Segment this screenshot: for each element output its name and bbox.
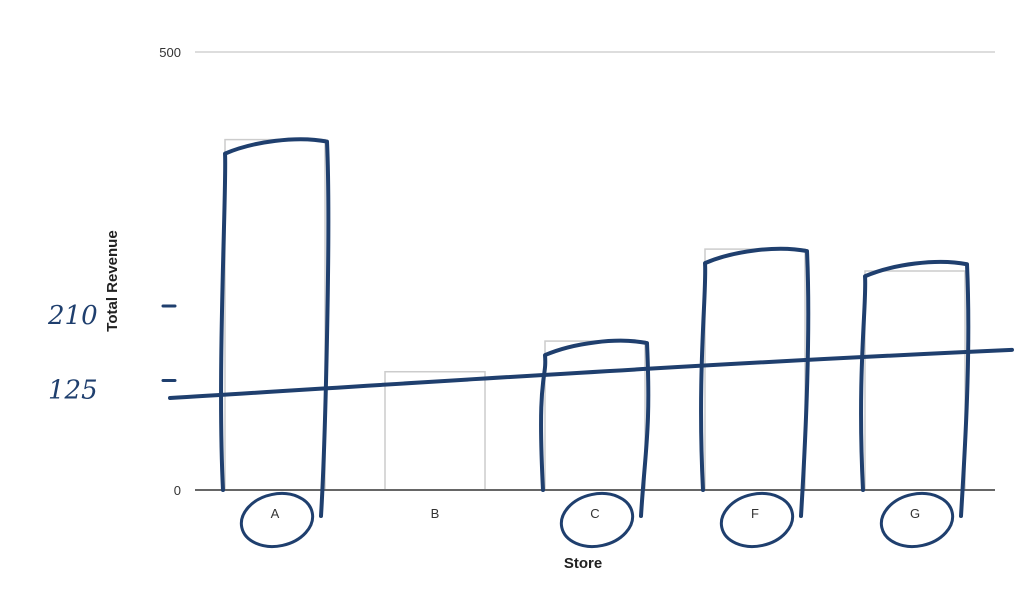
circle-around-C	[559, 491, 635, 549]
y-tick-labels: 0 500	[159, 45, 181, 498]
bar-B	[384, 370, 486, 491]
handwritten-label-210: 210	[47, 301, 98, 331]
y-axis-title: Total Revenue	[104, 230, 121, 331]
drawn-bar-C	[539, 338, 651, 518]
bar-A	[224, 138, 326, 491]
drawn-bar-G	[859, 259, 971, 518]
x-axis-title: Store	[564, 555, 602, 572]
circle-around-G	[879, 491, 955, 549]
x-tick-label-G: G	[910, 506, 920, 521]
bar-G	[864, 270, 966, 491]
drawn-bar-F	[699, 246, 811, 518]
y-tick-label-0: 0	[174, 483, 181, 498]
bar-C	[544, 340, 646, 491]
x-tick-label-A: A	[271, 506, 280, 521]
drawn-bar-A	[219, 137, 331, 518]
bars-layer	[224, 138, 966, 491]
handwritten-label-125: 125	[48, 376, 98, 406]
circle-around-F	[719, 491, 795, 549]
y-tick-label-500: 500	[159, 45, 181, 60]
x-tick-label-C: C	[590, 506, 599, 521]
drawn-trend-line	[168, 347, 1014, 401]
bar-F	[704, 248, 806, 491]
handwritten-annotations: 210 125	[47, 137, 1014, 549]
x-tick-label-F: F	[751, 506, 759, 521]
circle-around-A	[239, 491, 315, 549]
x-tick-label-B: B	[431, 506, 440, 521]
